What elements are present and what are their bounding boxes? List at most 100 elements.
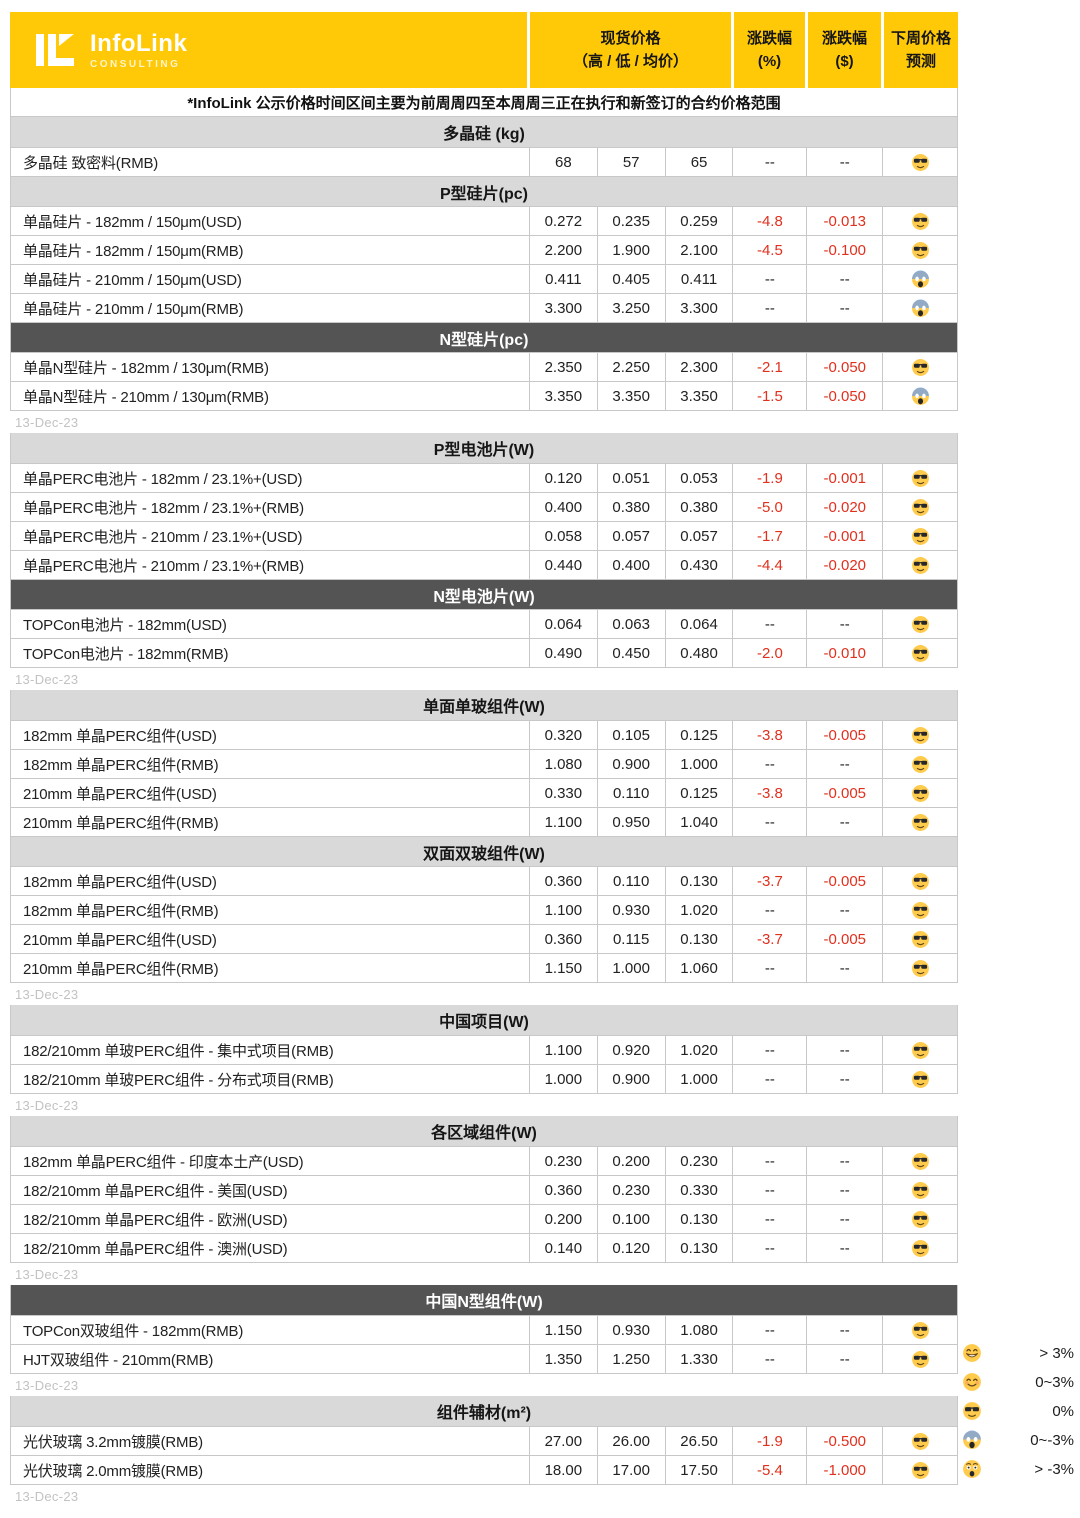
table-row: 光伏玻璃 2.0mm镀膜(RMB) 18.00 17.00 17.50 -5.4 -1.0…	[11, 1455, 957, 1484]
price-low: 2.250	[598, 353, 666, 381]
price-high: 68	[530, 148, 598, 176]
change-percent: -3.8	[733, 779, 808, 807]
change-usd: -0.005	[807, 721, 884, 749]
change-percent: --	[733, 1065, 808, 1093]
price-low: 0.235	[598, 207, 666, 235]
price-avg: 26.50	[666, 1427, 734, 1455]
change-percent: -3.8	[733, 721, 808, 749]
price-low: 0.110	[598, 867, 666, 895]
price-table: 中国项目(W) 182/210mm 单玻PERC组件 - 集中式项目(RMB) 1.…	[10, 1005, 958, 1094]
date-label: 13-Dec-23	[15, 1377, 79, 1393]
product-label: 单晶PERC电池片 - 210mm / 23.1%+(USD)	[11, 522, 530, 550]
price-high: 3.350	[530, 382, 598, 410]
price-avg: 2.300	[666, 353, 734, 381]
sunglasses-face-icon	[911, 498, 930, 517]
price-high: 1.100	[530, 896, 598, 924]
legend-item: > -3%	[962, 1458, 1074, 1480]
sunglasses-face-icon	[911, 755, 930, 774]
change-percent: -1.7	[733, 522, 808, 550]
price-table: 各区域组件(W) 182mm 单晶PERC组件 - 印度本土产(USD) 0.230…	[10, 1116, 958, 1263]
sunglasses-face-icon	[911, 615, 930, 634]
table-row: 单晶硅片 - 182mm / 150μm(RMB) 2.200 1.900 2.100…	[11, 235, 957, 264]
price-tables: 多晶硅 (kg) 多晶硅 致密料(RMB) 68 57 65 -- -- P型硅片(pc) 单晶…	[10, 117, 958, 1507]
price-table: 中国N型组件(W) TOPCon双玻组件 - 182mm(RMB) 1.150 0.9…	[10, 1285, 958, 1374]
column-header-line: ($)	[835, 53, 854, 70]
price-high: 1.350	[530, 1345, 598, 1373]
table-row: 182/210mm 单晶PERC组件 - 澳洲(USD) 0.140 0.120 0.…	[11, 1233, 957, 1262]
change-usd: --	[807, 896, 884, 924]
change-usd: --	[807, 610, 884, 638]
forecast-cell	[883, 896, 957, 924]
product-label: HJT双玻组件 - 210mm(RMB)	[11, 1345, 530, 1373]
price-low: 0.900	[598, 750, 666, 778]
forecast-legend: > 3% 0~3% 0% 0~-3% > -3%	[962, 1342, 1074, 1480]
change-percent: --	[733, 1345, 808, 1373]
forecast-cell	[883, 1065, 957, 1093]
price-avg: 17.50	[666, 1456, 734, 1484]
change-usd: --	[807, 294, 884, 322]
price-low: 3.250	[598, 294, 666, 322]
price-avg: 1.020	[666, 1036, 734, 1064]
sunglasses-face-icon	[911, 469, 930, 488]
price-low: 1.250	[598, 1345, 666, 1373]
price-low: 0.900	[598, 1065, 666, 1093]
change-percent: --	[733, 610, 808, 638]
legend-label: 0~3%	[1035, 1373, 1074, 1391]
table-row: 单晶硅片 - 182mm / 150μm(USD) 0.272 0.235 0.259…	[11, 206, 957, 235]
price-high: 1.080	[530, 750, 598, 778]
table-row: 单晶PERC电池片 - 210mm / 23.1%+(RMB) 0.440 0.40…	[11, 550, 957, 579]
change-percent: -4.4	[733, 551, 808, 579]
price-table: 单面单玻组件(W) 182mm 单晶PERC组件(USD) 0.320 0.105 0.…	[10, 690, 958, 983]
date-label: 13-Dec-23	[15, 1266, 79, 1282]
product-label: 182/210mm 单晶PERC组件 - 美国(USD)	[11, 1176, 530, 1204]
infolink-logo: InfoLink CONSULTING	[10, 12, 530, 88]
price-report: InfoLink CONSULTING 现货价格 （高 / 低 / 均价） 涨跌…	[10, 12, 958, 1507]
table-row: 182/210mm 单晶PERC组件 - 欧洲(USD) 0.200 0.100 0.…	[11, 1204, 957, 1233]
table-row: HJT双玻组件 - 210mm(RMB) 1.350 1.250 1.330 -- --	[11, 1344, 957, 1373]
column-header-forecast: 下周价格 预测	[884, 12, 958, 88]
sunglasses-face-icon	[911, 813, 930, 832]
forecast-cell	[883, 925, 957, 953]
product-label: 单晶PERC电池片 - 182mm / 23.1%+(USD)	[11, 464, 530, 492]
change-usd: --	[807, 1036, 884, 1064]
forecast-cell	[883, 493, 957, 521]
price-period-note: *InfoLink 公示价格时间区间主要为前周周四至本周周三正在执行和新签订的合…	[10, 88, 958, 117]
product-label: 210mm 单晶PERC组件(RMB)	[11, 808, 530, 836]
table-row: 光伏玻璃 3.2mm镀膜(RMB) 27.00 26.00 26.50 -1.9 -0.5…	[11, 1426, 957, 1455]
price-low: 57	[598, 148, 666, 176]
column-header-spot-price: 现货价格 （高 / 低 / 均价）	[530, 12, 734, 88]
table-row: 210mm 单晶PERC组件(RMB) 1.150 1.000 1.060 -- --	[11, 953, 957, 982]
scream-face-icon	[911, 270, 930, 289]
change-usd: --	[807, 1205, 884, 1233]
forecast-cell	[883, 148, 957, 176]
table-row: 182mm 单晶PERC组件 - 印度本土产(USD) 0.230 0.200 0.2…	[11, 1146, 957, 1175]
price-avg: 0.053	[666, 464, 734, 492]
change-usd: --	[807, 148, 884, 176]
change-percent: -4.8	[733, 207, 808, 235]
date-label: 13-Dec-23	[15, 986, 79, 1002]
column-header-line: （高 / 低 / 均价）	[572, 53, 688, 70]
forecast-cell	[883, 750, 957, 778]
price-high: 1.150	[530, 1316, 598, 1344]
price-high: 0.058	[530, 522, 598, 550]
sunglasses-face-icon	[911, 872, 930, 891]
price-high: 0.440	[530, 551, 598, 579]
price-avg: 0.064	[666, 610, 734, 638]
table-row: 182mm 单晶PERC组件(USD) 0.320 0.105 0.125 -3.8 -0…	[11, 720, 957, 749]
change-percent: -1.9	[733, 464, 808, 492]
product-label: 182mm 单晶PERC组件(USD)	[11, 721, 530, 749]
price-low: 17.00	[598, 1456, 666, 1484]
price-avg: 0.330	[666, 1176, 734, 1204]
sunglasses-face-icon	[911, 1461, 930, 1480]
change-percent: --	[733, 1036, 808, 1064]
table-row: TOPCon电池片 - 182mm(USD) 0.064 0.063 0.064 -- -…	[11, 609, 957, 638]
sunglasses-face-icon	[911, 556, 930, 575]
column-header-change-percent: 涨跌幅 (%)	[734, 12, 808, 88]
price-avg: 3.300	[666, 294, 734, 322]
price-avg: 0.259	[666, 207, 734, 235]
change-usd: -0.050	[807, 382, 884, 410]
change-percent: --	[733, 896, 808, 924]
price-low: 0.950	[598, 808, 666, 836]
section-header: P型硅片(pc)	[11, 176, 957, 206]
table-row: 182/210mm 单晶PERC组件 - 美国(USD) 0.360 0.230 0.…	[11, 1175, 957, 1204]
